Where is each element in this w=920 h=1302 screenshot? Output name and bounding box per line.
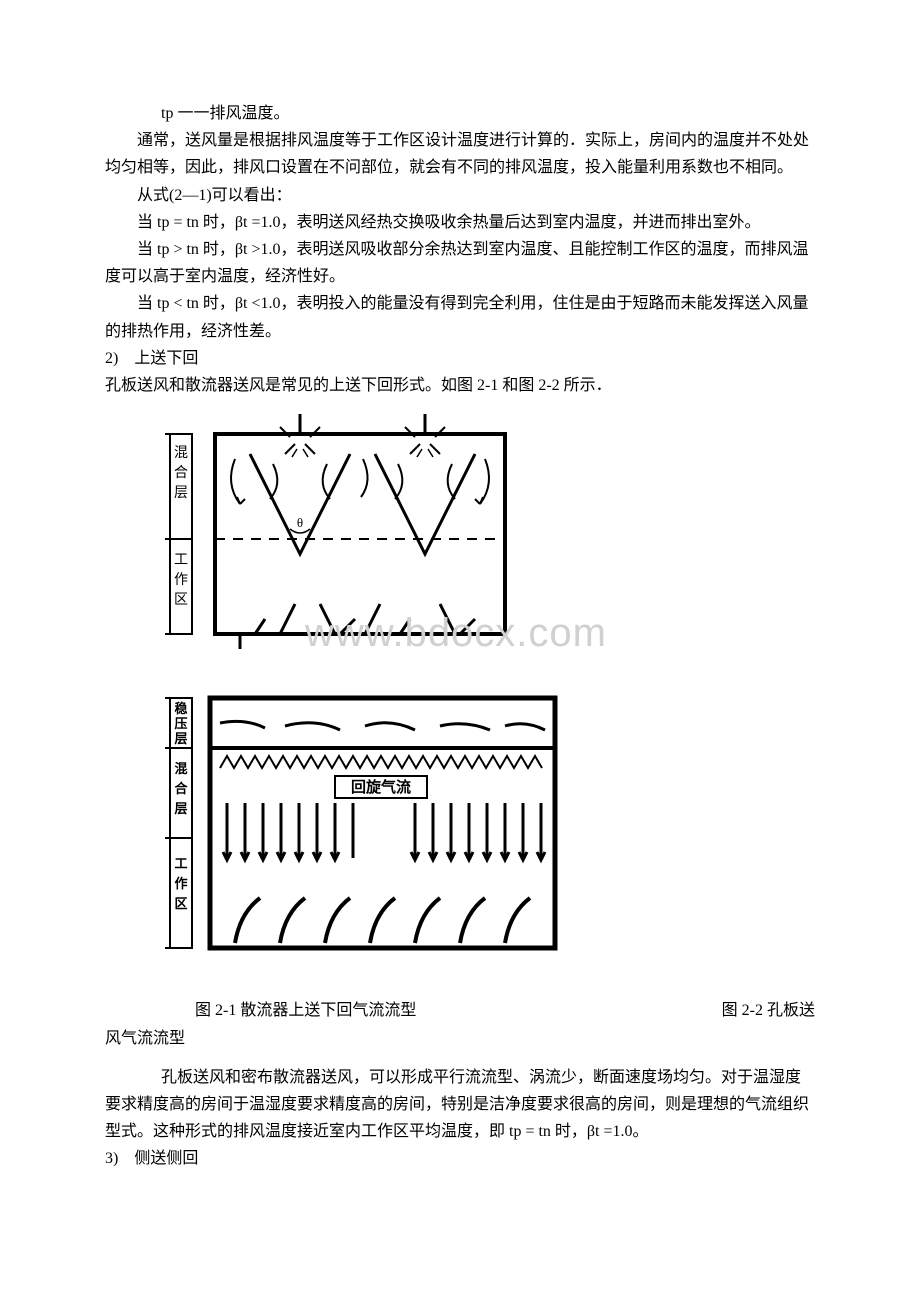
paragraph-tp-gt-tn: 当 tp > tn 时，βt >1.0，表明送风吸收部分余热达到室内温度、且能控… — [105, 236, 815, 290]
svg-text:回旋气流: 回旋气流 — [351, 778, 411, 796]
circulation-arcs — [231, 459, 489, 504]
paragraph-tp-lt-tn: 当 tp < tn 时，βt <1.0，表明投入的能量没有得到完全利用，住住是由… — [105, 290, 815, 344]
svg-text:混: 混 — [174, 445, 188, 461]
svg-text:层: 层 — [174, 801, 187, 816]
svg-text:混: 混 — [174, 761, 187, 776]
svg-text:区: 区 — [174, 896, 187, 911]
zone-labels-left: 混 合 层 工 作 区 — [165, 434, 192, 634]
room-outline — [215, 434, 505, 634]
floor-returns — [240, 604, 475, 649]
paragraph-airflow-intro: 通常，送风量是根据排风温度等于工作区设计温度进行计算的．实际上，房间内的温度并不… — [105, 127, 815, 181]
svg-text:合: 合 — [174, 781, 188, 796]
section-3-heading: 3) 侧送侧回 — [105, 1145, 815, 1172]
svg-text:工: 工 — [174, 553, 188, 568]
zone-labels-left-2: 稳 压 层 混 合 层 工 作 区 — [165, 698, 192, 948]
theta-angle: θ — [290, 515, 310, 533]
svg-text:压: 压 — [174, 716, 187, 731]
paragraph-tp-definition: tp 一一排风温度。 — [105, 100, 815, 127]
downward-flow-arrows — [223, 803, 545, 860]
figure-caption-row: 图 2-1 散流器上送下回气流流型 图 2-2 孔板送 — [105, 997, 815, 1024]
plenum-flow — [220, 722, 545, 731]
svg-text:合: 合 — [174, 465, 188, 481]
diagram-perforated-plate: 稳 压 层 混 合 层 工 作 区 — [165, 678, 815, 967]
perforated-plate-svg: 稳 压 层 混 合 层 工 作 区 — [165, 688, 565, 958]
figure-2-2-caption-part1: 图 2-2 孔板送 — [722, 997, 815, 1024]
svg-text:作: 作 — [174, 572, 188, 588]
diffuser-diagram-svg: 混 合 层 工 作 区 — [165, 409, 525, 659]
figure-2-2-caption-part2: 风气流流型 — [105, 1025, 815, 1052]
svg-text:θ: θ — [297, 515, 303, 530]
svg-text:工: 工 — [174, 856, 187, 871]
paragraph-perforated-summary: 孔板送风和密布散流器送风，可以形成平行流流型、涡流少，断面速度场均匀。对于温湿度… — [105, 1064, 815, 1146]
swirl-label: 回旋气流 — [335, 776, 427, 798]
section-2-heading: 2) 上送下回 — [105, 345, 815, 372]
perforations — [220, 756, 542, 768]
floor-return-curls — [235, 898, 530, 943]
svg-text:区: 区 — [174, 592, 188, 608]
figure-2-1-caption: 图 2-1 散流器上送下回气流流型 — [195, 997, 416, 1024]
svg-text:稳: 稳 — [174, 701, 187, 716]
paragraph-formula-ref: 从式(2—1)可以看出： — [105, 182, 815, 209]
diagram-diffuser: www.bdocx.com 混 合 层 工 作 区 — [165, 409, 815, 668]
svg-text:层: 层 — [174, 731, 187, 746]
svg-text:层: 层 — [174, 486, 188, 501]
paragraph-tp-eq-tn: 当 tp = tn 时，βt =1.0，表明送风经热交换吸收余热量后达到室内温度… — [105, 209, 815, 236]
svg-text:作: 作 — [174, 876, 187, 891]
paragraph-diffuser-intro: 孔板送风和散流器送风是常见的上送下回形式。如图 2-1 和图 2-2 所示． — [105, 372, 815, 399]
